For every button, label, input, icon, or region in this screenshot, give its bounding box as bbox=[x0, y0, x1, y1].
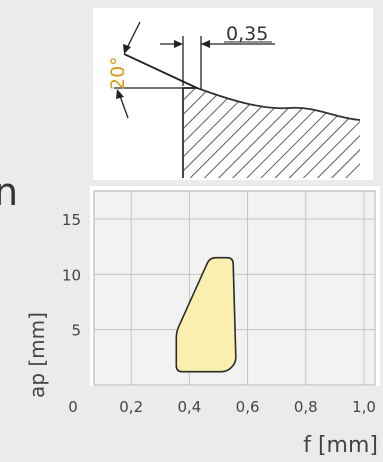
angle-label: 20° bbox=[107, 56, 129, 90]
x-axis-label: f [mm] bbox=[303, 433, 378, 458]
y-tick-labels: 5 10 15 bbox=[62, 211, 81, 340]
y-tick-label: 10 bbox=[62, 266, 81, 284]
x-tick-label: 1,0 bbox=[352, 398, 376, 416]
x-tick-label: 0,2 bbox=[119, 398, 143, 416]
y-tick-label: 5 bbox=[71, 322, 81, 340]
arrow-icon bbox=[160, 40, 183, 48]
cutting-geometry-diagram: 20° 0,35 bbox=[93, 8, 373, 180]
x-tick-label: 0,4 bbox=[177, 398, 201, 416]
arrow-icon bbox=[123, 21, 141, 54]
y-axis-label: ap [mm] bbox=[25, 312, 49, 398]
application-range-area bbox=[175, 256, 237, 373]
workpiece-outline bbox=[182, 87, 361, 178]
edge-dimension-label: 0,35 bbox=[226, 23, 268, 45]
tool-edge-line bbox=[123, 53, 198, 89]
x-tick-labels: 0 0,2 0,4 0,6 0,8 1,0 bbox=[68, 398, 376, 416]
arrow-icon bbox=[116, 89, 129, 119]
x-tick-label: 0,6 bbox=[236, 398, 260, 416]
partial-text: n bbox=[0, 170, 18, 214]
x-tick-label: 0 bbox=[68, 398, 78, 416]
arrow-icon bbox=[201, 40, 210, 48]
chart: 0 0,2 0,4 0,6 0,8 1,0 5 10 15 f [mm] ap [mm] bbox=[25, 186, 380, 458]
y-tick-label: 15 bbox=[62, 211, 81, 229]
x-tick-label: 0,8 bbox=[294, 398, 318, 416]
data-layer bbox=[175, 256, 237, 373]
